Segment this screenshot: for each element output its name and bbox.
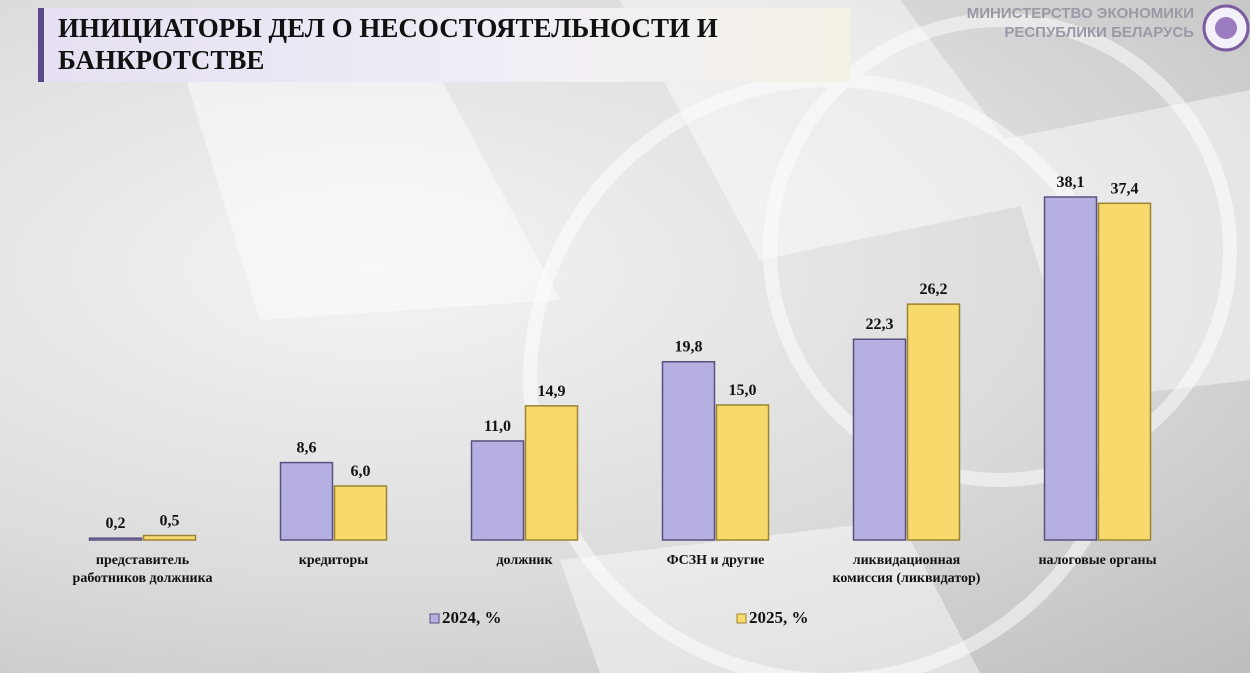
bar xyxy=(470,440,525,541)
legend-marker xyxy=(429,613,440,624)
bar xyxy=(88,537,143,541)
bar xyxy=(661,360,716,541)
chart-title: ИНИЦИАТОРЫ ДЕЛ О НЕСОСТОЯТЕЛЬНОСТИ И БАН… xyxy=(58,13,718,75)
logo-center xyxy=(1215,17,1237,39)
x-tick-label: представитель работников должника xyxy=(72,553,213,586)
data-label: 19,8 xyxy=(675,339,703,356)
bar xyxy=(524,405,579,541)
bar xyxy=(142,534,197,541)
bar xyxy=(906,303,961,541)
data-label: 14,9 xyxy=(538,383,566,400)
bar xyxy=(279,461,334,541)
data-label: 6,0 xyxy=(351,463,371,480)
legend-marker xyxy=(736,613,747,624)
data-label: 0,2 xyxy=(106,515,126,532)
bar xyxy=(333,485,388,541)
bar xyxy=(852,338,907,541)
title-box: ИНИЦИАТОРЫ ДЕЛ О НЕСОСТОЯТЕЛЬНОСТИ И БАН… xyxy=(38,8,850,82)
data-label: 8,6 xyxy=(297,440,317,457)
ministry-name: РЕСПУБЛИКИ БЕЛАРУСЬ xyxy=(1004,24,1194,41)
data-label: 0,5 xyxy=(160,512,180,529)
x-tick-label: должник xyxy=(496,553,553,568)
x-tick-label: ликвидационная комиссия (ликвидатор) xyxy=(832,553,981,586)
data-label: 15,0 xyxy=(729,382,757,399)
x-tick-label: налоговые органы xyxy=(1038,553,1157,568)
ministry-name: МИНИСТЕРСТВО ЭКОНОМИКИ xyxy=(966,5,1194,22)
data-label: 26,2 xyxy=(920,281,948,298)
legend-label: 2025, % xyxy=(749,608,809,627)
data-label: 22,3 xyxy=(866,316,894,333)
data-label: 37,4 xyxy=(1111,180,1139,197)
bar xyxy=(1043,196,1098,541)
data-label: 38,1 xyxy=(1057,174,1085,191)
data-label: 11,0 xyxy=(484,418,511,435)
bar xyxy=(1097,202,1152,541)
bar xyxy=(715,404,770,541)
legend-label: 2024, % xyxy=(442,608,502,627)
x-tick-label: кредиторы xyxy=(298,553,369,568)
x-tick-label: ФСЗН и другие xyxy=(666,553,765,568)
